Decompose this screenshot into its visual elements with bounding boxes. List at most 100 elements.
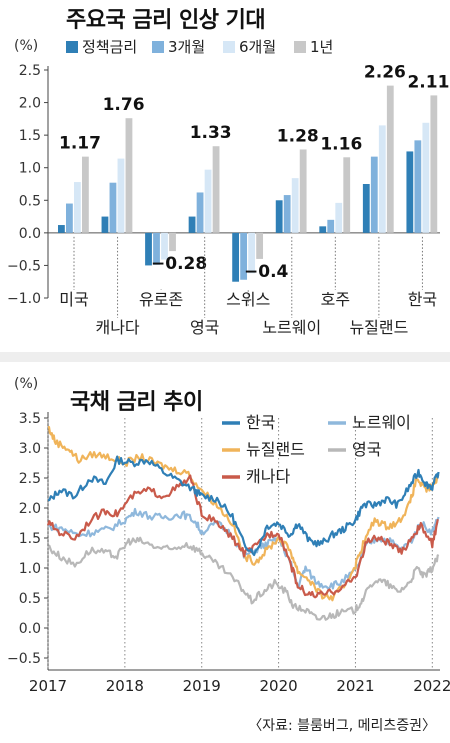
line-y-unit: (%): [14, 376, 38, 392]
bar-chart-panel: 주요국 금리 인상 기대 (%) 정책금리 3개월 6개월 1년 2.5 2.0 1.5 1.0…: [0, 0, 450, 352]
bar-y-tick-label-7: −1.0: [7, 291, 41, 307]
bar-4-0: [232, 232, 240, 282]
value-label-2: −0.28: [151, 254, 207, 274]
bar-7-2: [378, 125, 386, 233]
value-label-6: 1.16: [320, 134, 362, 154]
value-label-7: 2.26: [364, 63, 406, 83]
bar-0-1: [66, 203, 73, 233]
line-legend-label-0: 한국: [246, 413, 275, 432]
bar-3-3: [212, 146, 220, 233]
legend-label-2: 6개월: [239, 38, 276, 56]
x-tick-label-1: 2018: [106, 677, 144, 695]
bar-8-2: [422, 122, 430, 233]
bar-y-tick-label-5: 0.0: [19, 226, 41, 242]
line-y-tick-label-0: 3.5: [19, 411, 41, 427]
line-y-tick-label-4: 1.5: [19, 531, 41, 547]
category-label-2: 유로존: [139, 290, 183, 309]
category-label-7: 뉴질랜드: [349, 318, 408, 337]
legend-swatch-1: [152, 41, 164, 53]
line-chart: (%) 3.5 3.0 2.5 2.0 1.5 1.0 0.5 0.0 −0.5 2017 2018 2…: [7, 376, 450, 695]
bar-8-3: [430, 95, 438, 233]
line-y-tick-label-7: 0.0: [19, 621, 41, 637]
bar-3-1: [196, 192, 204, 233]
bar-y-tick-label-6: −0.5: [7, 258, 41, 274]
bar-6-0: [319, 226, 327, 233]
bar-4-2: [248, 232, 256, 274]
bar-6-2: [335, 202, 343, 233]
bar-y-tick-label-2: 1.5: [19, 128, 41, 144]
line-legend-label-4: 캐나다: [246, 467, 290, 486]
bar-5-0: [275, 200, 283, 233]
series-line-0: [47, 455, 440, 557]
category-label-3: 영국: [190, 318, 219, 337]
line-chart-title: 국채 금리 추이: [70, 390, 203, 415]
bar-y-tick-label-4: 0.5: [19, 193, 41, 209]
legend-swatch-2: [223, 41, 235, 53]
value-label-0: 1.17: [59, 134, 101, 154]
bar-3-2: [204, 169, 212, 233]
category-label-6: 호주: [321, 290, 350, 309]
x-tick-label-2: 2019: [183, 677, 221, 695]
bar-8-0: [406, 151, 414, 233]
bar-y-tick-label-0: 2.5: [19, 63, 41, 79]
source-note: 〈자료: 블룸버그, 메리츠증권〉: [248, 718, 436, 734]
bar-1-1: [109, 182, 117, 233]
bar-4-3: [256, 232, 264, 259]
x-tick-label-4: 2021: [336, 677, 374, 695]
category-label-4: 스위스: [226, 290, 270, 309]
legend-label-1: 3개월: [168, 38, 205, 56]
bar-4-1: [240, 232, 248, 280]
bar-2-0: [145, 232, 152, 266]
bar-5-3: [299, 149, 307, 233]
series-line-4: [46, 474, 439, 599]
category-label-0: 미국: [59, 290, 88, 309]
bar-chart-title: 주요국 금리 인상 기대: [66, 8, 266, 33]
x-tick-label-0: 2017: [29, 677, 67, 695]
line-y-tick-label-5: 1.0: [19, 561, 41, 577]
category-label-1: 캐나다: [95, 318, 139, 337]
value-label-8: 2.11: [407, 72, 449, 92]
bar-7-0: [362, 184, 370, 233]
value-label-3: 1.33: [190, 123, 232, 143]
legend-swatch-3: [294, 41, 306, 53]
bar-6-1: [327, 219, 335, 233]
line-chart-panel: 국채 금리 추이 (%) 3.5 3.0 2.5 2.0 1.5 1.0 0.5 0.0 −0.5…: [0, 362, 450, 739]
x-tick-label-3: 2020: [259, 677, 297, 695]
bar-2-1: [153, 232, 160, 265]
bar-3-0: [188, 216, 196, 233]
line-y-tick-label-1: 3.0: [19, 441, 41, 457]
bar-5-2: [291, 178, 299, 233]
bar-y-unit: (%): [14, 38, 38, 54]
bar-y-tick-label-3: 1.0: [19, 161, 41, 177]
category-label-5: 노르웨이: [262, 318, 321, 337]
line-y-tick-label-6: 0.5: [19, 591, 41, 607]
bar-8-1: [414, 140, 422, 233]
x-tick-label-5: 2022: [413, 677, 450, 695]
bar-1-0: [101, 216, 109, 233]
bar-1-2: [117, 158, 125, 233]
line-y-tick-label-2: 2.5: [19, 471, 41, 487]
bar-0-3: [82, 156, 89, 233]
legend-swatch-0: [66, 41, 78, 53]
category-label-8: 한국: [408, 290, 437, 309]
bar-y-tick-label-1: 2.0: [19, 96, 41, 112]
panel-separator: [0, 352, 450, 362]
line-legend-label-1: 노르웨이: [352, 413, 411, 432]
bar-2-2: [161, 232, 168, 260]
bar-6-3: [343, 157, 351, 233]
bar-chart: (%) 정책금리 3개월 6개월 1년 2.5 2.0 1.5 1.0 0.5 0.0 −0.5 −1.…: [7, 38, 449, 337]
bar-2-3: [169, 232, 176, 252]
line-legend-label-2: 뉴질랜드: [246, 440, 305, 459]
value-label-1: 1.76: [103, 95, 145, 115]
legend-label-0: 정책금리: [82, 38, 137, 56]
bar-0-0: [58, 225, 65, 233]
series-line-3: [47, 536, 440, 621]
value-label-5: 1.28: [277, 126, 319, 146]
bar-5-1: [283, 195, 291, 233]
bar-1-3: [125, 118, 133, 233]
value-label-4: −0.4: [244, 262, 289, 282]
bar-7-1: [370, 156, 378, 233]
line-legend-label-3: 영국: [352, 440, 381, 459]
bar-7-3: [386, 85, 394, 233]
legend-label-3: 1년: [310, 38, 333, 56]
